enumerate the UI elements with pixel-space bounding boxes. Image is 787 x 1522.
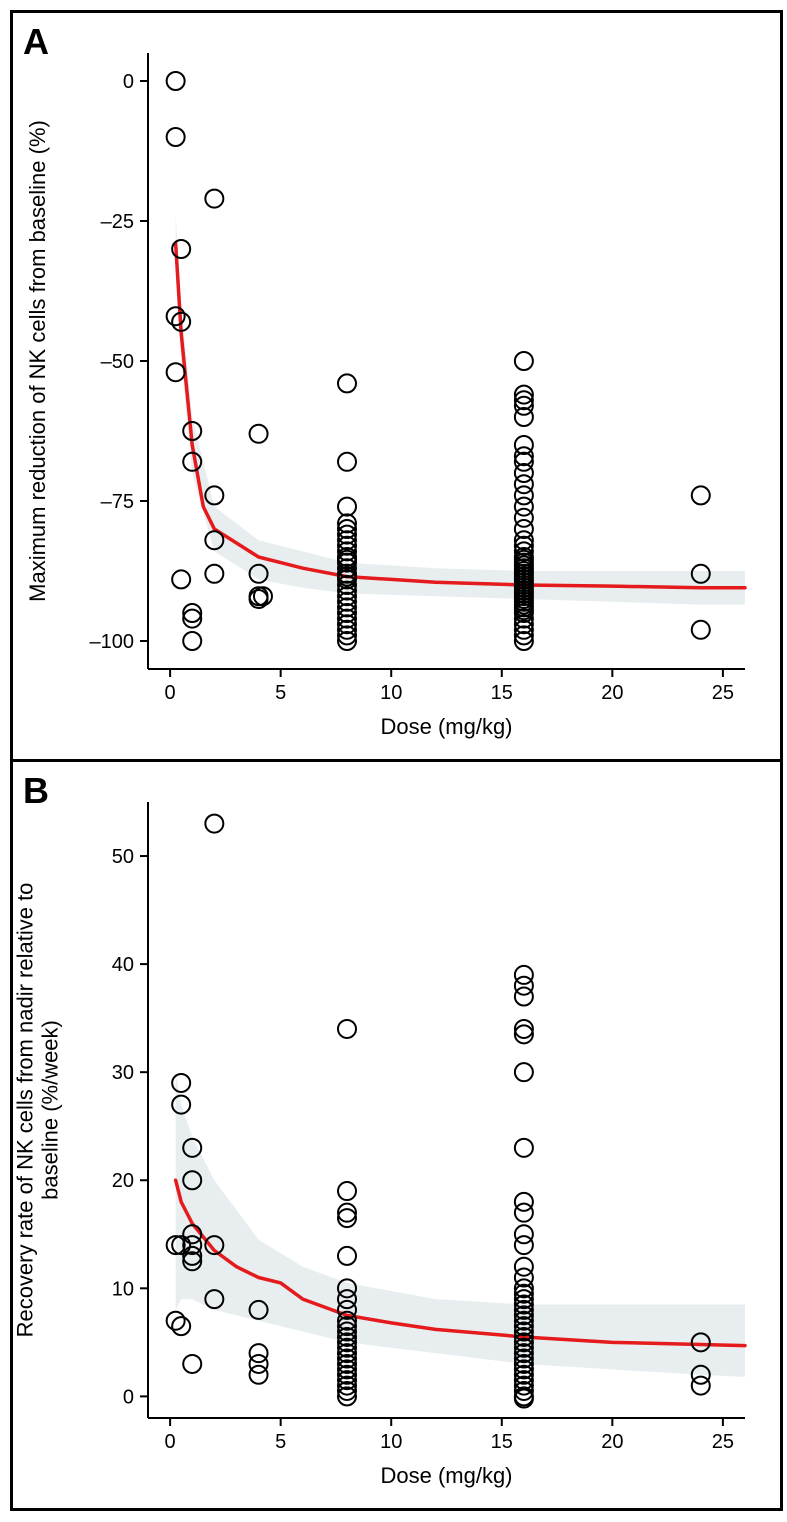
svg-text:50: 50 xyxy=(112,846,134,868)
figure-container: A 0 5 10 15 20 25 0 –25 –50 –75 –100 Dose (mg/kg) Ma… xyxy=(10,10,783,1511)
svg-text:–25: –25 xyxy=(101,211,134,233)
svg-text:30: 30 xyxy=(112,1062,134,1084)
svg-text:0: 0 xyxy=(165,1431,176,1453)
svg-text:–100: –100 xyxy=(90,631,135,653)
svg-text:Maximum reduction of NK cells: Maximum reduction of NK cells from basel… xyxy=(25,120,50,602)
panel-a-label: A xyxy=(23,21,49,63)
svg-text:10: 10 xyxy=(380,682,402,704)
panel-b: B 0 5 10 15 20 25 0 10 20 30 40 50 Dose (mg/kg) Recov… xyxy=(13,762,780,1508)
svg-text:–50: –50 xyxy=(101,351,134,373)
svg-text:15: 15 xyxy=(491,1431,513,1453)
svg-text:0: 0 xyxy=(123,1386,134,1408)
svg-text:Dose (mg/kg): Dose (mg/kg) xyxy=(380,714,512,739)
panel-b-chart: 0 5 10 15 20 25 0 10 20 30 40 50 Dose (mg/kg) Recover… xyxy=(13,762,780,1508)
svg-text:0: 0 xyxy=(123,71,134,93)
svg-text:5: 5 xyxy=(275,682,286,704)
svg-text:5: 5 xyxy=(275,1431,286,1453)
svg-text:15: 15 xyxy=(491,682,513,704)
panel-a-chart: 0 5 10 15 20 25 0 –25 –50 –75 –100 Dose (mg/kg) Maxi… xyxy=(13,13,780,759)
svg-text:20: 20 xyxy=(112,1170,134,1192)
svg-text:25: 25 xyxy=(712,682,734,704)
svg-text:10: 10 xyxy=(112,1278,134,1300)
svg-text:10: 10 xyxy=(380,1431,402,1453)
svg-text:20: 20 xyxy=(601,1431,623,1453)
panel-a: A 0 5 10 15 20 25 0 –25 –50 –75 –100 Dose (mg/kg) Ma… xyxy=(13,13,780,762)
svg-text:Dose (mg/kg): Dose (mg/kg) xyxy=(380,1463,512,1488)
svg-text:40: 40 xyxy=(112,954,134,976)
svg-text:Recovery rate of NK cells from: Recovery rate of NK cells from nadir rel… xyxy=(13,883,63,1338)
svg-text:0: 0 xyxy=(165,682,176,704)
svg-text:25: 25 xyxy=(712,1431,734,1453)
panel-b-label: B xyxy=(23,770,49,812)
svg-text:–75: –75 xyxy=(101,491,134,513)
svg-text:20: 20 xyxy=(601,682,623,704)
